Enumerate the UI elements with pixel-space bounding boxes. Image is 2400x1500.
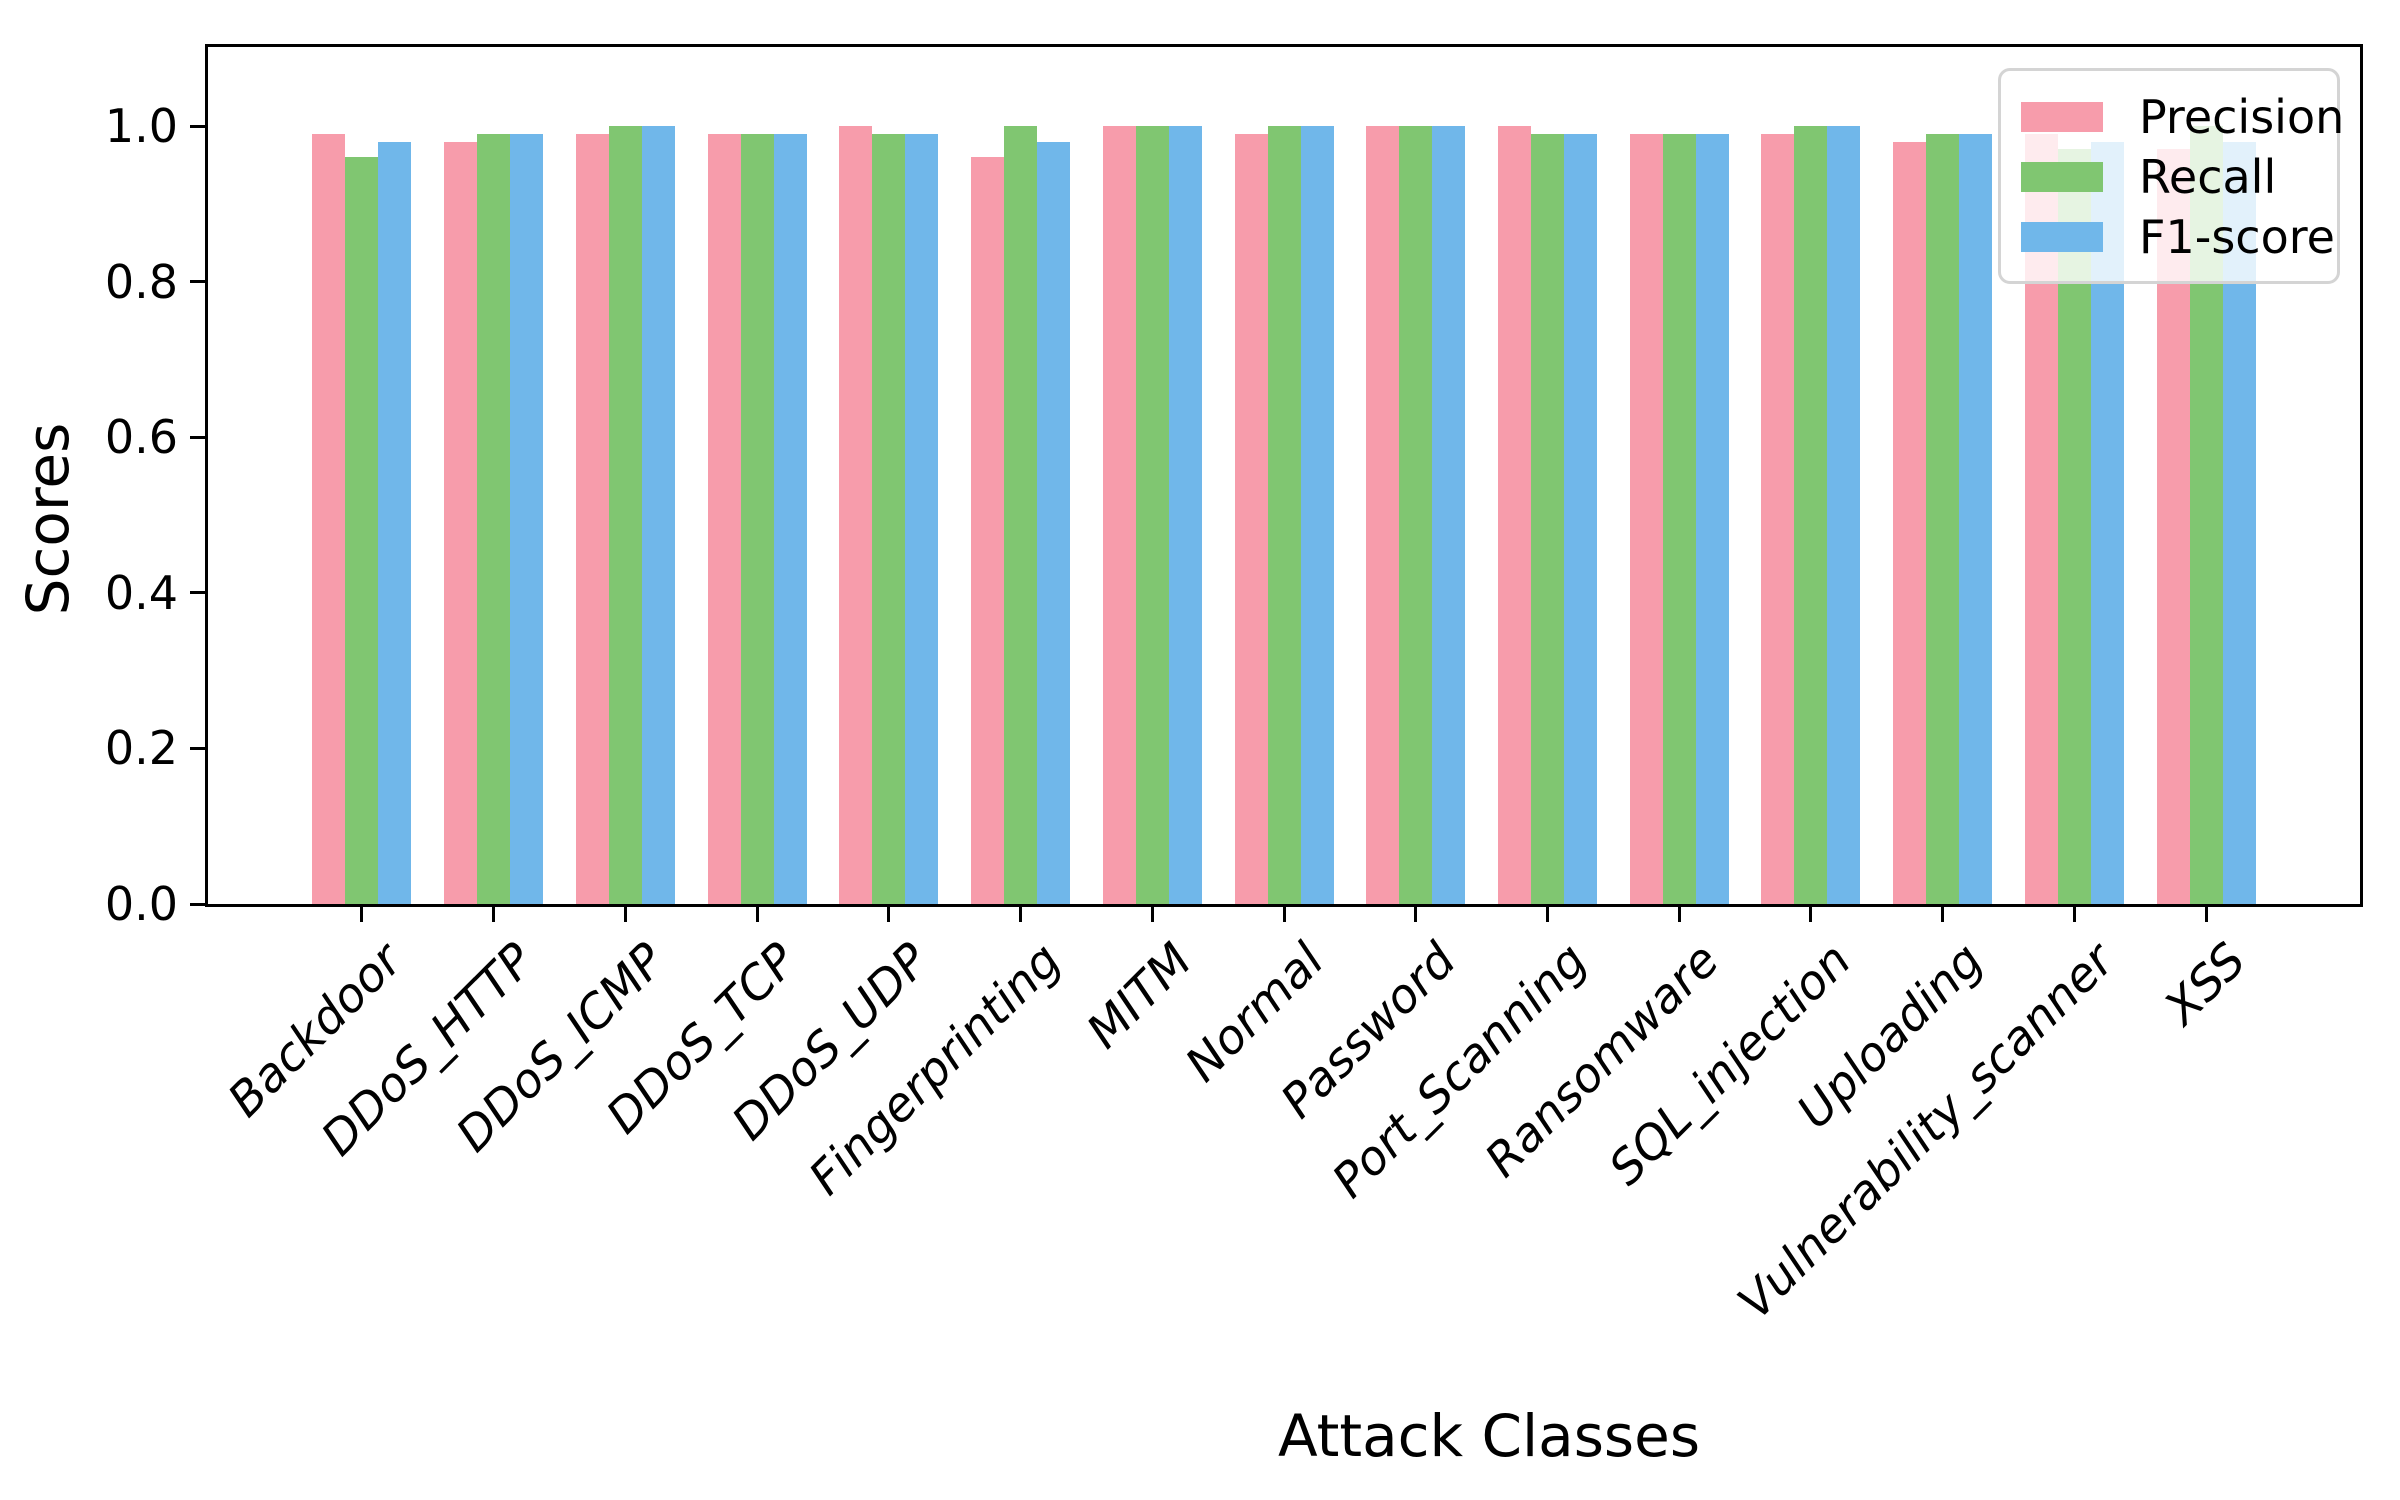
bar-f1-score-ransomware: [1695, 133, 1729, 904]
f1-swatch-icon: [2021, 222, 2103, 252]
bar-precision-backdoor: [312, 133, 346, 904]
bar-f1-score-normal: [1300, 126, 1334, 904]
legend-label-recall: Recall: [2139, 150, 2277, 204]
bar-precision-mitm: [1102, 126, 1136, 904]
bar-f1-score-port_scanning: [1563, 133, 1597, 904]
y-tick-mark: [190, 902, 205, 906]
bar-recall-ddos_tcp: [740, 133, 774, 904]
bar-recall-port_scanning: [1530, 133, 1564, 904]
bar-recall-uploading: [1926, 133, 1960, 904]
bar-f1-score-backdoor: [378, 141, 412, 904]
y-tick-mark: [190, 591, 205, 595]
y-tick-mark: [190, 280, 205, 284]
bar-precision-port_scanning: [1497, 126, 1531, 904]
bar-f1-score-uploading: [1959, 133, 1993, 904]
x-tick-mark: [1150, 907, 1154, 922]
x-tick-mark: [1282, 907, 1286, 922]
x-tick-label-ransomware: Ransomware: [1474, 932, 1730, 1188]
legend-label-f1: F1-score: [2139, 210, 2335, 264]
legend-row-f1: F1-score: [2021, 207, 2335, 267]
bar-recall-mitm: [1135, 126, 1169, 904]
x-tick-mark: [360, 907, 364, 922]
bar-recall-ddos_icmp: [608, 126, 642, 904]
bar-recall-ddos_http: [477, 133, 511, 904]
legend-row-recall: Recall: [2021, 147, 2319, 207]
y-tick-mark: [190, 435, 205, 439]
x-tick-mark: [2072, 907, 2076, 922]
x-tick-mark: [1677, 907, 1681, 922]
y-tick-label: 0.8: [104, 254, 178, 309]
x-tick-mark: [755, 907, 759, 922]
legend-label-precision: Precision: [2139, 90, 2345, 144]
legend: Precision Recall F1-score: [1998, 68, 2344, 284]
y-tick-label: 1.0: [104, 99, 178, 154]
x-tick-mark: [1019, 907, 1023, 922]
y-tick-label: 0.0: [104, 877, 178, 931]
bar-recall-ransomware: [1662, 133, 1696, 904]
bar-recall-sql_injection: [1794, 126, 1828, 904]
x-tick-mark: [492, 907, 496, 922]
bar-recall-ddos_udp: [872, 133, 906, 904]
recall-swatch-icon: [2021, 162, 2103, 192]
bar-recall-backdoor: [345, 157, 379, 904]
x-tick-mark: [1941, 907, 1945, 922]
bar-precision-password: [1366, 126, 1400, 904]
x-tick-label-xss: XSS: [2154, 932, 2257, 1036]
bar-f1-score-fingerprinting: [1037, 141, 1071, 904]
x-tick-mark: [887, 907, 891, 922]
y-tick-mark: [190, 124, 205, 128]
bar-f1-score-ddos_udp: [905, 133, 939, 904]
legend-row-precision: Precision: [2021, 87, 2344, 147]
bar-f1-score-ddos_tcp: [773, 133, 807, 904]
x-tick-mark: [1414, 907, 1418, 922]
bar-recall-normal: [1267, 126, 1301, 904]
x-tick-label-mitm: MITM: [1076, 932, 1204, 1060]
bar-precision-ransomware: [1629, 133, 1663, 904]
y-tick-mark: [190, 746, 205, 750]
x-axis-title: Attack Classes: [1277, 1402, 1701, 1470]
x-tick-mark: [623, 907, 627, 922]
bar-precision-ddos_http: [444, 141, 478, 904]
x-tick-mark: [1809, 907, 1813, 922]
precision-swatch-icon: [2021, 102, 2103, 132]
bar-precision-ddos_udp: [839, 126, 873, 904]
bar-precision-normal: [1234, 133, 1268, 904]
bar-recall-fingerprinting: [1004, 126, 1038, 904]
bar-precision-ddos_tcp: [707, 133, 741, 904]
y-tick-label: 0.4: [104, 565, 178, 620]
bar-precision-sql_injection: [1761, 133, 1795, 904]
y-tick-label: 0.2: [104, 721, 178, 776]
bar-f1-score-ddos_http: [510, 133, 544, 904]
bar-precision-ddos_icmp: [575, 133, 609, 904]
x-tick-mark: [1545, 907, 1549, 922]
bar-f1-score-ddos_icmp: [641, 126, 675, 904]
bar-f1-score-mitm: [1168, 126, 1202, 904]
bar-recall-password: [1399, 126, 1433, 904]
bar-f1-score-password: [1432, 126, 1466, 904]
bar-precision-fingerprinting: [971, 157, 1005, 904]
y-tick-label: 0.6: [104, 410, 178, 465]
bar-f1-score-sql_injection: [1827, 126, 1861, 904]
bar-precision-uploading: [1893, 141, 1927, 904]
x-tick-mark: [2204, 907, 2208, 922]
plot-area: Scores Attack Classes 0.0 0.2 0.4 0.6 0.8 1.0…: [14, 44, 2363, 1470]
